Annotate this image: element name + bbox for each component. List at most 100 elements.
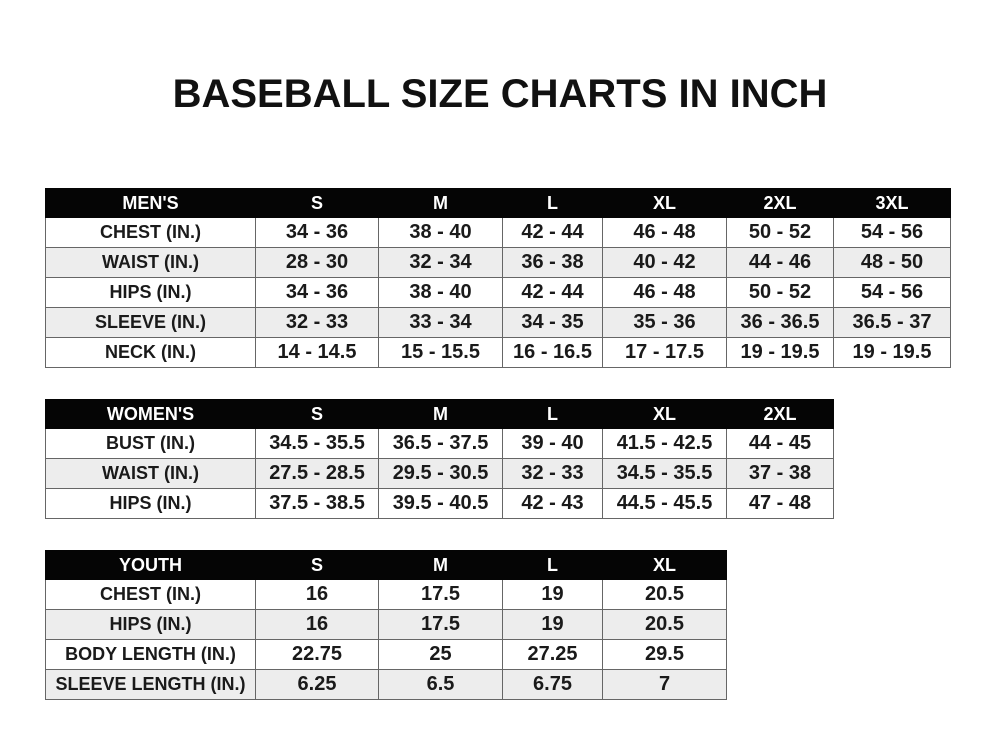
measurement-cell: 20.5	[602, 609, 727, 640]
measurement-cell: 14 - 14.5	[255, 337, 379, 368]
measurement-cell: 48 - 50	[833, 247, 951, 278]
measurement-label: HIPS (IN.)	[45, 609, 256, 640]
table-row: NECK (IN.) 14 - 14.5 15 - 15.5 16 - 16.5 17 …	[45, 337, 951, 368]
measurement-cell: 22.75	[255, 639, 379, 670]
measurement-cell: 39 - 40	[502, 428, 603, 459]
table-row: WAIST (IN.) 28 - 30 32 - 34 36 - 38 40 - 42 4…	[45, 247, 951, 278]
measurement-label: CHEST (IN.)	[45, 217, 256, 248]
size-header: XL	[602, 188, 727, 218]
measurement-cell: 19 - 19.5	[726, 337, 834, 368]
measurement-cell: 46 - 48	[602, 217, 727, 248]
measurement-cell: 38 - 40	[378, 217, 503, 248]
measurement-cell: 25	[378, 639, 503, 670]
size-header: S	[255, 399, 379, 429]
measurement-cell: 42 - 43	[502, 488, 603, 519]
measurement-cell: 41.5 - 42.5	[602, 428, 727, 459]
measurement-cell: 37 - 38	[726, 458, 834, 489]
measurement-cell: 36 - 36.5	[726, 307, 834, 338]
measurement-label: BUST (IN.)	[45, 428, 256, 459]
youth-size-table: YOUTH S M L XL CHEST (IN.) 16 17.5 19 20.5 HIPS (I…	[45, 550, 727, 700]
measurement-cell: 47 - 48	[726, 488, 834, 519]
measurement-label: HIPS (IN.)	[45, 488, 256, 519]
measurement-cell: 37.5 - 38.5	[255, 488, 379, 519]
measurement-cell: 19 - 19.5	[833, 337, 951, 368]
measurement-label: CHEST (IN.)	[45, 579, 256, 610]
table-row: BODY LENGTH (IN.) 22.75 25 27.25 29.5	[45, 639, 727, 670]
measurement-label: NECK (IN.)	[45, 337, 256, 368]
measurement-cell: 32 - 33	[255, 307, 379, 338]
size-header: L	[502, 188, 603, 218]
measurement-cell: 29.5	[602, 639, 727, 670]
size-header: S	[255, 550, 379, 580]
measurement-cell: 50 - 52	[726, 217, 834, 248]
table-row: WAIST (IN.) 27.5 - 28.5 29.5 - 30.5 32 - 33…	[45, 458, 834, 489]
category-header: WOMEN'S	[45, 399, 256, 429]
measurement-cell: 34 - 35	[502, 307, 603, 338]
measurement-cell: 54 - 56	[833, 277, 951, 308]
measurement-cell: 7	[602, 669, 727, 700]
category-header: MEN'S	[45, 188, 256, 218]
table-row: BUST (IN.) 34.5 - 35.5 36.5 - 37.5 39 - 40 4…	[45, 428, 834, 459]
size-header: M	[378, 399, 503, 429]
size-header: 3XL	[833, 188, 951, 218]
size-header: S	[255, 188, 379, 218]
page-title: BASEBALL SIZE CHARTS IN INCH	[172, 72, 828, 116]
measurement-cell: 27.25	[502, 639, 603, 670]
measurement-cell: 16 - 16.5	[502, 337, 603, 368]
header-row: WOMEN'S S M L XL 2XL	[45, 399, 834, 429]
measurement-cell: 19	[502, 609, 603, 640]
table-row: SLEEVE LENGTH (IN.) 6.25 6.5 6.75 7	[45, 669, 727, 700]
measurement-cell: 6.5	[378, 669, 503, 700]
table-row: HIPS (IN.) 37.5 - 38.5 39.5 - 40.5 42 - 43 4…	[45, 488, 834, 519]
measurement-cell: 42 - 44	[502, 217, 603, 248]
measurement-cell: 35 - 36	[602, 307, 727, 338]
measurement-label: WAIST (IN.)	[45, 247, 256, 278]
size-header: M	[378, 550, 503, 580]
measurement-cell: 44.5 - 45.5	[602, 488, 727, 519]
measurement-label: BODY LENGTH (IN.)	[45, 639, 256, 670]
measurement-cell: 33 - 34	[378, 307, 503, 338]
measurement-cell: 34 - 36	[255, 277, 379, 308]
measurement-cell: 19	[502, 579, 603, 610]
size-header: XL	[602, 399, 727, 429]
measurement-cell: 27.5 - 28.5	[255, 458, 379, 489]
measurement-cell: 34 - 36	[255, 217, 379, 248]
measurement-cell: 42 - 44	[502, 277, 603, 308]
measurement-label: WAIST (IN.)	[45, 458, 256, 489]
size-header: XL	[602, 550, 727, 580]
measurement-cell: 16	[255, 609, 379, 640]
size-header: L	[502, 399, 603, 429]
table-row: CHEST (IN.) 16 17.5 19 20.5	[45, 579, 727, 610]
measurement-cell: 16	[255, 579, 379, 610]
measurement-cell: 17.5	[378, 609, 503, 640]
measurement-cell: 28 - 30	[255, 247, 379, 278]
measurement-cell: 34.5 - 35.5	[255, 428, 379, 459]
measurement-cell: 6.25	[255, 669, 379, 700]
header-row: MEN'S S M L XL 2XL 3XL	[45, 188, 951, 218]
measurement-cell: 34.5 - 35.5	[602, 458, 727, 489]
size-header: M	[378, 188, 503, 218]
table-row: SLEEVE (IN.) 32 - 33 33 - 34 34 - 35 35 - 36…	[45, 307, 951, 338]
size-header: L	[502, 550, 603, 580]
measurement-cell: 29.5 - 30.5	[378, 458, 503, 489]
mens-size-table: MEN'S S M L XL 2XL 3XL CHEST (IN.) 34 - 36 38 - 4…	[45, 188, 951, 368]
size-header: 2XL	[726, 399, 834, 429]
table-row: HIPS (IN.) 16 17.5 19 20.5	[45, 609, 727, 640]
measurement-cell: 32 - 34	[378, 247, 503, 278]
measurement-label: SLEEVE LENGTH (IN.)	[45, 669, 256, 700]
size-header: 2XL	[726, 188, 834, 218]
measurement-cell: 54 - 56	[833, 217, 951, 248]
measurement-label: SLEEVE (IN.)	[45, 307, 256, 338]
measurement-cell: 32 - 33	[502, 458, 603, 489]
measurement-cell: 6.75	[502, 669, 603, 700]
measurement-cell: 36 - 38	[502, 247, 603, 278]
table-row: CHEST (IN.) 34 - 36 38 - 40 42 - 44 46 - 48 5…	[45, 217, 951, 248]
measurement-cell: 17.5	[378, 579, 503, 610]
measurement-cell: 50 - 52	[726, 277, 834, 308]
measurement-cell: 36.5 - 37.5	[378, 428, 503, 459]
measurement-cell: 15 - 15.5	[378, 337, 503, 368]
measurement-label: HIPS (IN.)	[45, 277, 256, 308]
measurement-cell: 44 - 45	[726, 428, 834, 459]
measurement-cell: 40 - 42	[602, 247, 727, 278]
header-row: YOUTH S M L XL	[45, 550, 727, 580]
